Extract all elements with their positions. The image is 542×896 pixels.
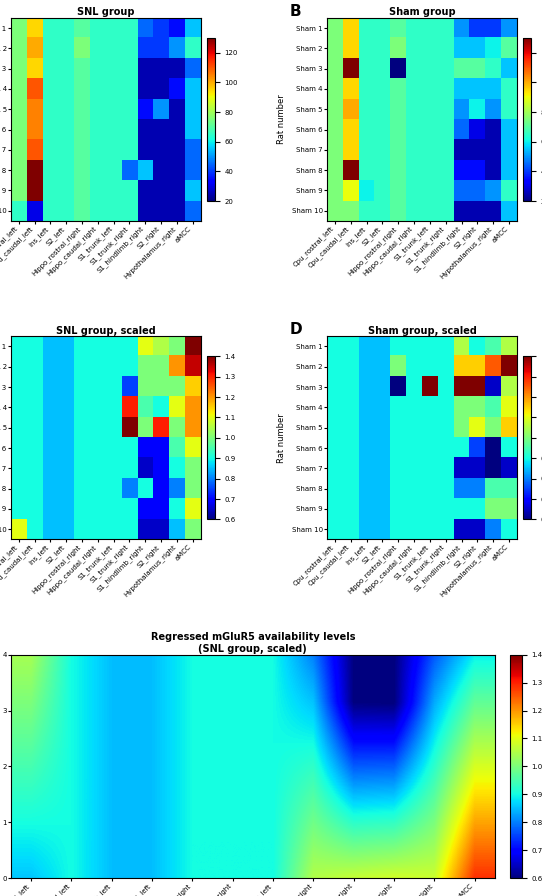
Y-axis label: Rat number: Rat number	[278, 95, 286, 144]
Title: Sham group, scaled: Sham group, scaled	[367, 325, 476, 336]
Title: SNL group, scaled: SNL group, scaled	[56, 325, 156, 336]
Text: B: B	[289, 4, 301, 19]
Title: SNL group: SNL group	[77, 7, 134, 17]
Y-axis label: Rat number: Rat number	[278, 413, 286, 462]
Text: D: D	[289, 323, 302, 337]
Title: Sham group: Sham group	[389, 7, 455, 17]
Title: Regressed mGluR5 availability levels
(SNL group, scaled): Regressed mGluR5 availability levels (SN…	[151, 633, 355, 654]
